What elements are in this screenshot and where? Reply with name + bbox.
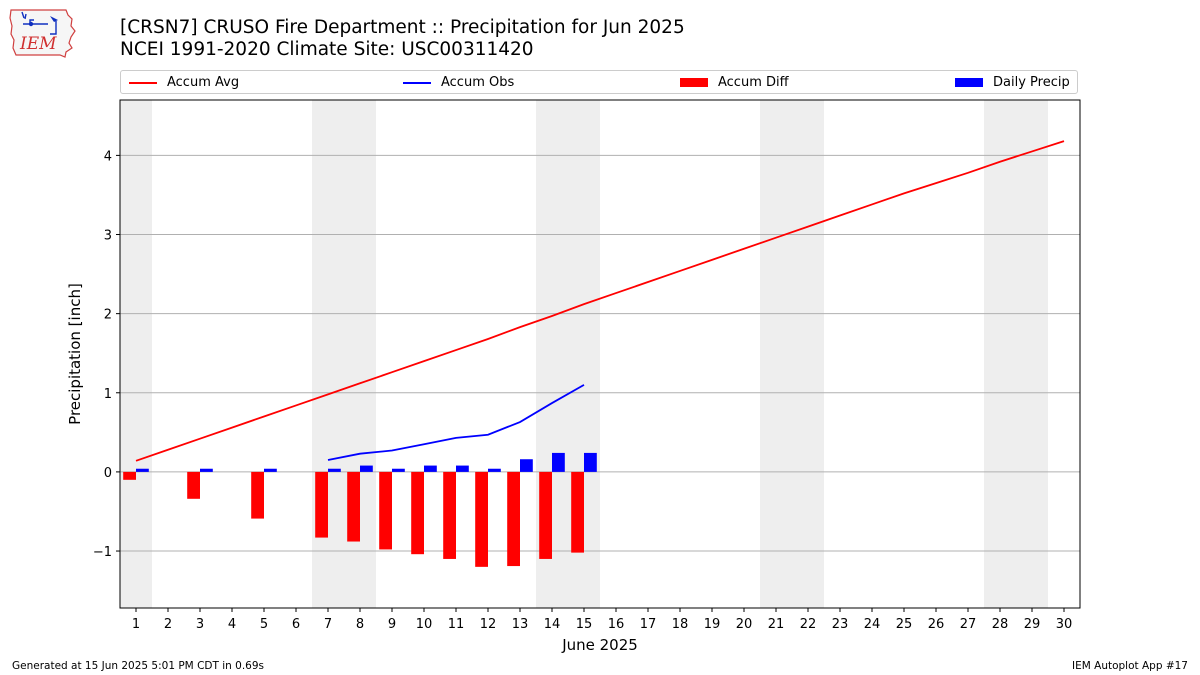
x-tick-label: 4 <box>228 617 236 632</box>
y-tick-label: 0 <box>104 466 112 481</box>
y-axis-label: Precipitation [inch] <box>66 283 84 425</box>
legend-item-daily-precip: Daily Precip <box>955 74 1070 92</box>
x-axis-label: June 2025 <box>561 636 638 654</box>
weekend-band-5 <box>984 100 1048 608</box>
legend-label: Accum Diff <box>718 75 789 90</box>
y-gridlines <box>120 154 1080 552</box>
y-tick-label: 1 <box>104 387 112 402</box>
accum-diff-bar <box>187 471 200 499</box>
accum-diff-bar <box>347 471 360 542</box>
iem-logo: IEM <box>8 6 80 62</box>
y-axis-ticks: −1 0 1 2 3 4 <box>93 149 120 560</box>
accum-obs-line <box>327 384 585 461</box>
accum-diff-bar <box>475 471 488 567</box>
x-axis-ticks: 1 2 3 4 5 6 7 8 9 10 11 12 13 14 15 16 17 18 19 20 21 22 23 24 2… <box>132 608 1072 632</box>
daily-precip-bar <box>456 465 469 472</box>
legend-label: Accum Obs <box>441 75 515 90</box>
x-tick-label: 27 <box>960 617 977 632</box>
daily-precip-bar <box>424 465 437 472</box>
x-tick-label: 18 <box>672 617 689 632</box>
daily-precip-bar <box>392 468 405 472</box>
x-tick-label: 2 <box>164 617 172 632</box>
legend-swatch <box>403 81 431 84</box>
x-tick-label: 26 <box>928 617 945 632</box>
accum-diff-bar <box>123 471 136 480</box>
x-tick-label: 16 <box>608 617 625 632</box>
x-tick-label: 30 <box>1056 617 1073 632</box>
legend-item-accum-avg: Accum Avg <box>129 74 239 92</box>
daily-precip-bar <box>264 468 277 472</box>
x-tick-label: 29 <box>1024 617 1041 632</box>
y-tick-label: −1 <box>93 545 112 560</box>
daily-precip-bar <box>552 452 565 472</box>
plot-frame <box>119 99 1081 609</box>
x-tick-label: 19 <box>704 617 721 632</box>
x-tick-label: 24 <box>864 617 881 632</box>
x-tick-label: 21 <box>768 617 785 632</box>
x-tick-label: 8 <box>356 617 364 632</box>
x-tick-label: 13 <box>512 617 529 632</box>
x-tick-label: 11 <box>448 617 465 632</box>
legend-swatch <box>129 81 157 84</box>
accum-diff-bar <box>539 471 552 559</box>
x-tick-label: 20 <box>736 617 753 632</box>
accum-diff-bar <box>251 471 264 519</box>
y-tick-label: 2 <box>104 308 112 323</box>
x-tick-label: 15 <box>576 617 593 632</box>
daily-precip-bar <box>200 468 213 472</box>
x-tick-label: 25 <box>896 617 913 632</box>
legend-label: Accum Avg <box>167 75 240 90</box>
app-credit: IEM Autoplot App #17 <box>1072 660 1188 672</box>
x-tick-label: 6 <box>292 617 300 632</box>
accum-diff-bar <box>571 471 584 553</box>
x-tick-label: 5 <box>260 617 268 632</box>
y-tick-label: 3 <box>104 229 112 244</box>
iowa-state-outline-icon: IEM <box>9 9 76 58</box>
daily-precip-bar <box>328 468 341 472</box>
x-tick-label: 7 <box>324 617 332 632</box>
x-tick-label: 9 <box>388 617 396 632</box>
x-tick-label: 3 <box>196 617 204 632</box>
accum-diff-bar <box>443 471 456 559</box>
daily-precip-bar <box>488 468 501 472</box>
weekend-band-4 <box>760 100 824 608</box>
x-tick-label: 28 <box>992 617 1009 632</box>
daily-precip-bar <box>584 452 597 472</box>
daily-precip-bar <box>136 468 149 472</box>
accum-diff-bar <box>507 471 520 567</box>
y-tick-label: 4 <box>104 149 112 164</box>
weekend-band-1 <box>120 100 152 608</box>
x-tick-label: 14 <box>544 617 561 632</box>
legend-item-accum-diff: Accum Diff <box>680 74 789 92</box>
daily-precip-bar <box>520 459 533 472</box>
weekend-shading <box>120 100 1048 608</box>
legend: Accum Avg Accum Obs Accum Diff Daily Precip <box>120 70 1078 94</box>
legend-item-accum-obs: Accum Obs <box>403 74 514 92</box>
accum-diff-bar <box>315 471 328 538</box>
legend-swatch <box>680 78 708 87</box>
legend-label: Daily Precip <box>993 75 1070 90</box>
accum-diff-bar <box>379 471 392 550</box>
daily-precip-bar <box>360 465 373 472</box>
x-tick-label: 23 <box>832 617 849 632</box>
lines <box>135 140 1065 462</box>
logo-text: IEM <box>19 34 57 54</box>
x-tick-label: 1 <box>132 617 140 632</box>
accum-diff-bar <box>411 471 424 555</box>
chart-subtitle: NCEI 1991-2020 Climate Site: USC00311420 <box>120 39 534 60</box>
x-tick-label: 17 <box>640 617 657 632</box>
x-tick-label: 22 <box>800 617 817 632</box>
x-tick-label: 10 <box>416 617 433 632</box>
chart-title: [CRSN7] CRUSO Fire Department :: Precipi… <box>120 17 685 38</box>
accum-avg-line <box>135 140 1065 462</box>
legend-swatch <box>955 78 983 87</box>
x-tick-label: 12 <box>480 617 497 632</box>
bars <box>123 452 597 567</box>
generated-timestamp: Generated at 15 Jun 2025 5:01 PM CDT in … <box>12 660 265 672</box>
